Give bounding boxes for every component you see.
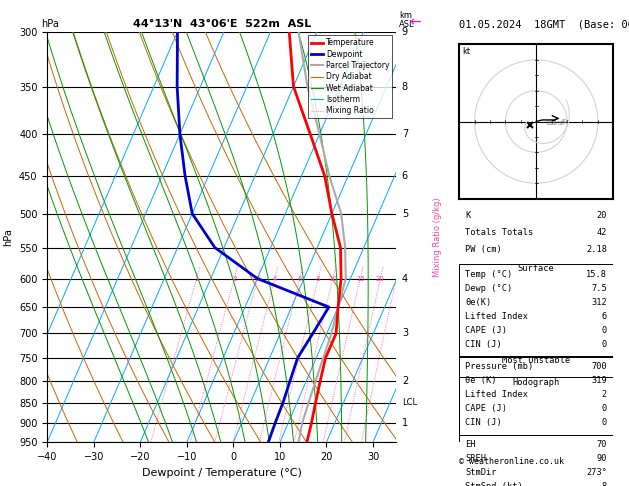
Text: 312: 312 <box>591 298 607 307</box>
Text: 8: 8 <box>402 82 408 91</box>
Text: 10: 10 <box>545 121 552 125</box>
Text: 40: 40 <box>560 119 567 124</box>
Text: ←: ← <box>409 15 420 29</box>
Text: 7: 7 <box>402 129 408 139</box>
Text: EH: EH <box>465 440 476 450</box>
Text: K: K <box>465 211 470 221</box>
Text: 3: 3 <box>402 329 408 338</box>
Text: 0: 0 <box>602 326 607 335</box>
Text: Lifted Index: Lifted Index <box>465 390 528 399</box>
Text: 7.5: 7.5 <box>591 284 607 293</box>
Text: 20: 20 <box>597 211 607 221</box>
Text: CIN (J): CIN (J) <box>465 418 502 427</box>
Text: 4: 4 <box>272 276 277 281</box>
Text: CAPE (J): CAPE (J) <box>465 326 508 335</box>
Text: 90: 90 <box>597 454 607 463</box>
Title: 44°13'N  43°06'E  522m  ASL: 44°13'N 43°06'E 522m ASL <box>133 19 311 30</box>
Text: 15: 15 <box>356 276 365 281</box>
Text: Lifted Index: Lifted Index <box>465 312 528 321</box>
Text: Hodograph: Hodograph <box>513 378 560 387</box>
Text: km
ASL: km ASL <box>399 11 415 29</box>
Text: hPa: hPa <box>41 19 58 29</box>
Text: 1: 1 <box>194 276 199 281</box>
Text: 319: 319 <box>591 376 607 385</box>
Text: 0: 0 <box>602 340 607 349</box>
Text: © weatheronline.co.uk: © weatheronline.co.uk <box>459 457 564 466</box>
Text: LCL: LCL <box>402 398 417 407</box>
Text: Temp (°C): Temp (°C) <box>465 270 513 279</box>
Text: 8: 8 <box>316 276 320 281</box>
Text: 9: 9 <box>402 27 408 36</box>
Text: θe(K): θe(K) <box>465 298 492 307</box>
Text: PW (cm): PW (cm) <box>465 245 502 254</box>
X-axis label: Dewpoint / Temperature (°C): Dewpoint / Temperature (°C) <box>142 468 302 478</box>
Text: 6: 6 <box>602 312 607 321</box>
Bar <box>459 378 613 442</box>
Bar <box>459 264 613 357</box>
Text: CAPE (J): CAPE (J) <box>465 404 508 413</box>
Text: CIN (J): CIN (J) <box>465 340 502 349</box>
Text: 2: 2 <box>602 390 607 399</box>
Text: 8: 8 <box>602 482 607 486</box>
Text: 70: 70 <box>597 440 607 450</box>
Text: 3: 3 <box>255 276 260 281</box>
Text: 2.18: 2.18 <box>586 245 607 254</box>
Text: 30: 30 <box>557 121 564 125</box>
Text: kt: kt <box>462 47 470 56</box>
Bar <box>459 356 613 435</box>
Text: Mixing Ratio (g/kg): Mixing Ratio (g/kg) <box>433 197 442 277</box>
Text: 6: 6 <box>402 171 408 181</box>
Text: 6: 6 <box>298 276 302 281</box>
Text: θe (K): θe (K) <box>465 376 497 385</box>
Text: Totals Totals: Totals Totals <box>465 228 533 237</box>
Text: 2: 2 <box>232 276 237 281</box>
Text: 15.8: 15.8 <box>586 270 607 279</box>
Text: 5: 5 <box>402 208 408 219</box>
Text: 273°: 273° <box>586 469 607 477</box>
Text: 10: 10 <box>328 276 337 281</box>
Text: 0: 0 <box>602 404 607 413</box>
Text: 4: 4 <box>402 274 408 283</box>
Text: Pressure (mb): Pressure (mb) <box>465 362 533 371</box>
Text: SREH: SREH <box>465 454 486 463</box>
Text: StmSpd (kt): StmSpd (kt) <box>465 482 523 486</box>
Text: Most Unstable: Most Unstable <box>502 356 571 365</box>
Y-axis label: hPa: hPa <box>3 228 13 246</box>
Text: 20: 20 <box>551 121 558 125</box>
Text: Surface: Surface <box>518 264 555 273</box>
Text: StmDir: StmDir <box>465 469 497 477</box>
Text: 42: 42 <box>597 228 607 237</box>
Text: 20: 20 <box>376 276 385 281</box>
Text: 2: 2 <box>402 376 408 386</box>
Text: 1: 1 <box>402 418 408 428</box>
Text: Dewp (°C): Dewp (°C) <box>465 284 513 293</box>
Text: 01.05.2024  18GMT  (Base: 06): 01.05.2024 18GMT (Base: 06) <box>459 19 629 29</box>
Legend: Temperature, Dewpoint, Parcel Trajectory, Dry Adiabat, Wet Adiabat, Isotherm, Mi: Temperature, Dewpoint, Parcel Trajectory… <box>308 35 392 118</box>
Text: 700: 700 <box>591 362 607 371</box>
Text: 0: 0 <box>602 418 607 427</box>
